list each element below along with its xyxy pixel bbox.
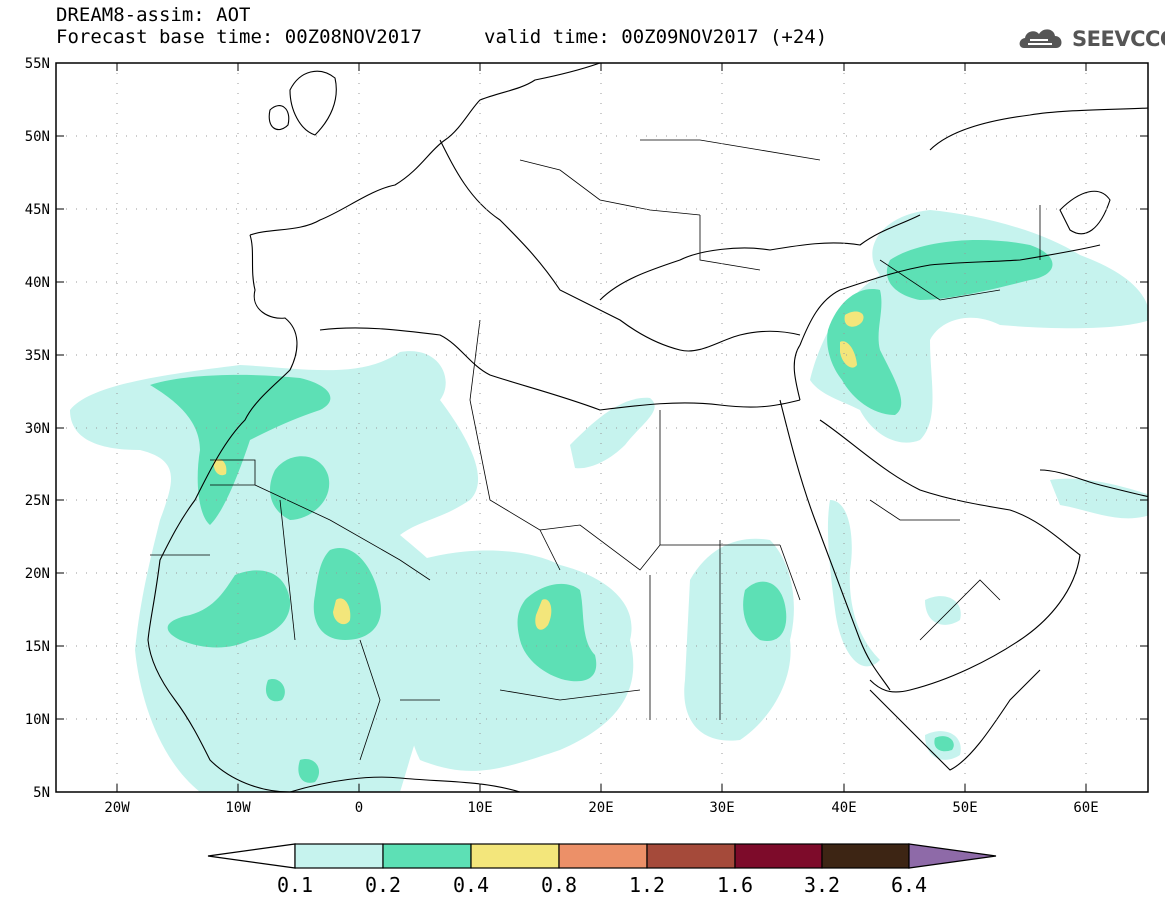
gridlines — [56, 63, 1148, 792]
lon-labels: 20W 10W 0 10E 20E 30E 40E 50E 60E — [104, 800, 1098, 816]
colorbar-label: 1.6 — [717, 873, 753, 897]
colorbar-label: 0.8 — [541, 873, 577, 897]
colorbar-label: 0.2 — [365, 873, 401, 897]
lat-label: 30N — [25, 421, 50, 437]
lat-label: 45N — [25, 202, 50, 218]
coastlines — [147, 63, 1148, 792]
colorbar-label: 0.1 — [277, 873, 313, 897]
colorbar-swatch — [470, 843, 560, 869]
colorbar-label: 6.4 — [891, 873, 927, 897]
colorbar-swatch — [646, 843, 736, 869]
colorbar-swatch — [294, 843, 384, 869]
lat-label: 35N — [25, 348, 50, 364]
colorbar-label: 3.2 — [804, 873, 840, 897]
lat-label: 55N — [25, 56, 50, 72]
colorbar-swatch — [821, 843, 910, 869]
lon-label: 20E — [588, 800, 613, 816]
lon-label: 20W — [104, 800, 130, 816]
aot-field — [70, 210, 1148, 792]
axis-ticks — [56, 62, 1148, 793]
colorbar-label: 1.2 — [629, 873, 665, 897]
colorbar-labels: 0.1 0.2 0.4 0.8 1.2 1.6 3.2 6.4 — [277, 873, 927, 897]
colorbar — [207, 843, 997, 869]
lat-label: 40N — [25, 275, 50, 291]
aot-level-0.1 — [70, 210, 1148, 792]
lat-label: 10N — [25, 712, 50, 728]
aot-level-0.2 — [150, 240, 1053, 783]
forecast-base-time: Forecast base time: 00Z08NOV2017 — [56, 26, 423, 48]
lon-label: 60E — [1073, 800, 1098, 816]
lon-label: 30E — [709, 800, 734, 816]
lat-label: 25N — [25, 493, 50, 509]
logo-text: SEEVCCC — [1072, 27, 1165, 51]
lon-label: 10W — [225, 800, 251, 816]
lon-label: 50E — [952, 800, 977, 816]
lat-label: 20N — [25, 566, 50, 582]
colorbar-swatch — [734, 843, 823, 869]
colorbar-min-arrow — [207, 843, 296, 869]
chart-title: DREAM8-assim: AOT — [56, 4, 251, 26]
lon-label: 10E — [467, 800, 492, 816]
colorbar-label: 0.4 — [453, 873, 489, 897]
lon-label: 0 — [355, 800, 363, 816]
lat-labels: 55N 50N 45N 40N 35N 30N 25N 20N 15N 10N … — [25, 56, 50, 801]
colorbar-swatch — [382, 843, 472, 869]
colorbar-max-arrow — [908, 843, 997, 869]
aot-level-0.4 — [213, 311, 864, 630]
colorbar-swatch — [558, 843, 648, 869]
country-borders — [150, 139, 1041, 761]
seevccc-cloud-logo-icon — [1019, 29, 1062, 48]
map-frame — [55, 62, 1149, 793]
lat-label: 15N — [25, 639, 50, 655]
valid-time: valid time: 00Z09NOV2017 (+24) — [484, 26, 828, 48]
lat-label: 50N — [25, 129, 50, 145]
lat-label: 5N — [33, 785, 50, 801]
lon-label: 40E — [831, 800, 856, 816]
